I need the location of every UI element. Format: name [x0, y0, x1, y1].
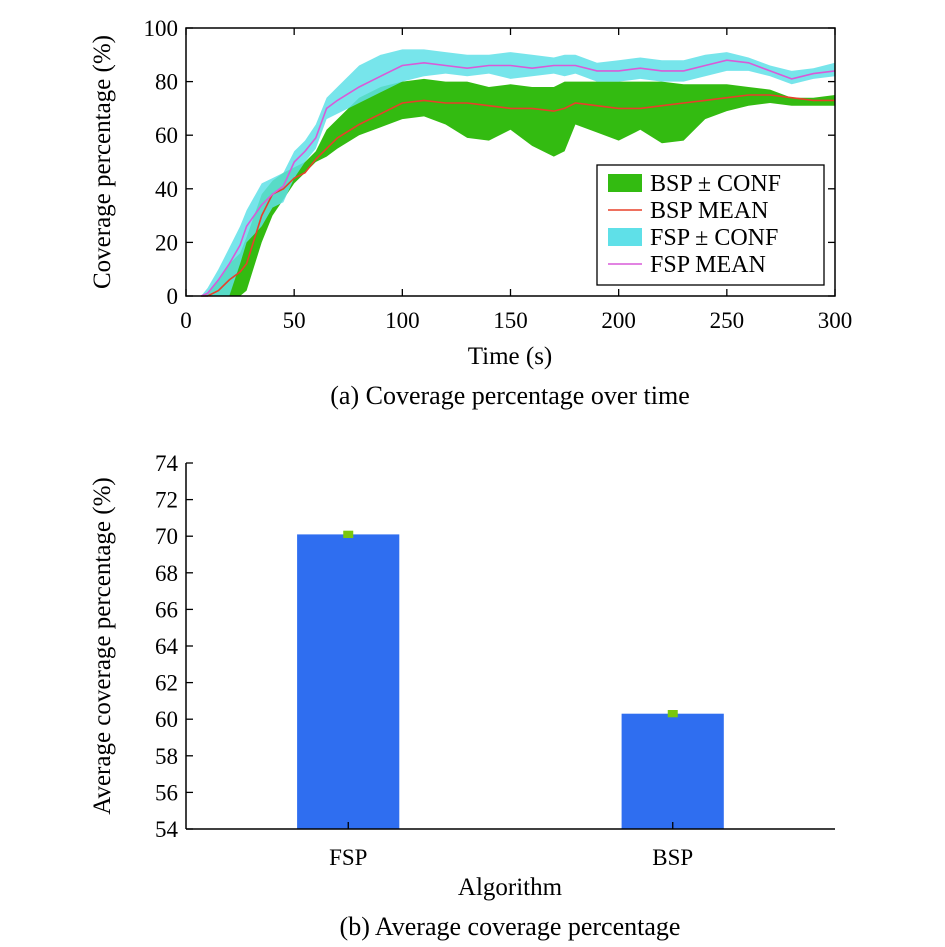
- x-tick-label: 0: [180, 308, 192, 333]
- x-axis-label-b: Algorithm: [458, 874, 563, 901]
- x-tick-label: 150: [493, 308, 528, 333]
- fsp-confidence-band: [201, 49, 836, 297]
- y-tick-label: 68: [155, 561, 178, 586]
- y-tick-label: 70: [155, 524, 178, 549]
- y-tick-label: 80: [155, 70, 178, 95]
- x-tick-label: 100: [385, 308, 420, 333]
- coverage-over-time-chart: 0 50 100 150 200 250 300 0 20 40 60 80 100 Time (s)…: [89, 16, 852, 410]
- bsp-confidence-band: [201, 78, 836, 297]
- y-tick-label: 60: [155, 707, 178, 732]
- legend: BSP ± CONF BSP MEAN FSP ± CONF FSP MEAN: [596, 164, 825, 286]
- legend-label-bsp-mean: BSP MEAN: [650, 198, 768, 224]
- y-tick-label: 54: [155, 817, 179, 842]
- x-tick-label: 300: [818, 308, 853, 333]
- x-tick-label: FSP: [329, 845, 367, 870]
- legend-label-fsp-band: FSP ± CONF: [650, 225, 778, 251]
- y-tick-label: 56: [155, 780, 178, 805]
- y-tick-label: 20: [155, 230, 178, 255]
- y-tick-label: 60: [155, 123, 178, 148]
- y-tick-label: 64: [155, 634, 179, 659]
- y-axis-label-b: Average coverage percentage (%): [89, 477, 116, 815]
- x-tick-label: 250: [710, 308, 745, 333]
- y-tick-label: 62: [155, 671, 178, 696]
- x-tick-label: 200: [601, 308, 636, 333]
- x-ticks-a: 0 50 100 150 200 250 300: [180, 28, 852, 333]
- legend-swatch-fsp-band: [608, 228, 642, 246]
- mean-lines: [200, 59, 836, 297]
- y-tick-label: 40: [155, 177, 178, 202]
- y-axis-label-a: Coverage percentage (%): [89, 35, 116, 289]
- y-ticks-b: 54 56 58 60 62 64 66 68 70 72 74: [155, 451, 193, 842]
- bars: [297, 530, 724, 829]
- x-tick-label: BSP: [652, 845, 693, 870]
- y-tick-label: 74: [155, 451, 179, 476]
- legend-label-fsp-mean: FSP MEAN: [650, 252, 766, 278]
- fsp-mean-line: [200, 59, 836, 297]
- legend-swatch-bsp-band: [608, 174, 642, 192]
- bar-fsp: [297, 534, 400, 829]
- legend-label-bsp-band: BSP ± CONF: [650, 171, 781, 197]
- error-bar-bsp: [667, 710, 678, 718]
- error-bar-fsp: [343, 530, 354, 538]
- y-tick-label: 100: [144, 16, 179, 41]
- caption-a: (a) Coverage percentage over time: [330, 381, 689, 410]
- y-tick-label: 0: [167, 284, 179, 309]
- x-tick-label: 50: [283, 308, 306, 333]
- y-tick-label: 72: [155, 488, 178, 513]
- x-axis-label-a: Time (s): [468, 343, 553, 370]
- y-tick-label: 66: [155, 597, 178, 622]
- bsp-mean-line: [201, 94, 835, 297]
- x-ticks-b: FSP BSP: [329, 822, 693, 870]
- confidence-bands: [201, 49, 836, 297]
- caption-b: (b) Average coverage percentage: [340, 912, 681, 941]
- bar-bsp: [621, 713, 724, 829]
- y-tick-label: 58: [155, 744, 178, 769]
- y-ticks-a: 0 20 40 60 80 100: [144, 16, 835, 309]
